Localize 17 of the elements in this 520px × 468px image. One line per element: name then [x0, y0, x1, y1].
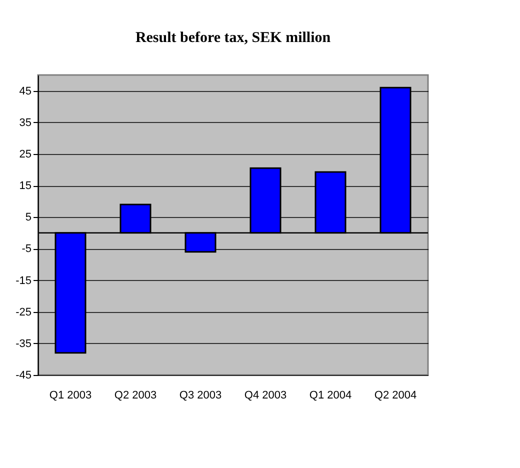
y-tick-label: 45	[19, 85, 32, 98]
y-tick-label: 5	[25, 212, 32, 224]
y-tick-label: 15	[19, 180, 32, 192]
y-tick-label: -25	[16, 306, 32, 318]
x-tick-label: Q3 2003	[179, 390, 222, 402]
chart-title: Result before tax, SEK million	[135, 30, 332, 46]
y-tick-label: -5	[22, 243, 32, 256]
y-tick-label: 25	[19, 148, 32, 160]
x-tick-label: Q2 2004	[374, 390, 417, 402]
y-tick-label: 35	[19, 116, 32, 129]
y-tick-label: -15	[16, 274, 32, 287]
x-tick-label: Q4 2003	[244, 390, 287, 402]
x-tick-label: Q1 2004	[309, 390, 352, 402]
x-tick-label: Q1 2003	[49, 390, 92, 402]
y-tick-label: -45	[16, 370, 32, 382]
y-tick-label: -35	[16, 338, 32, 350]
x-tick-label: Q2 2003	[114, 390, 157, 402]
